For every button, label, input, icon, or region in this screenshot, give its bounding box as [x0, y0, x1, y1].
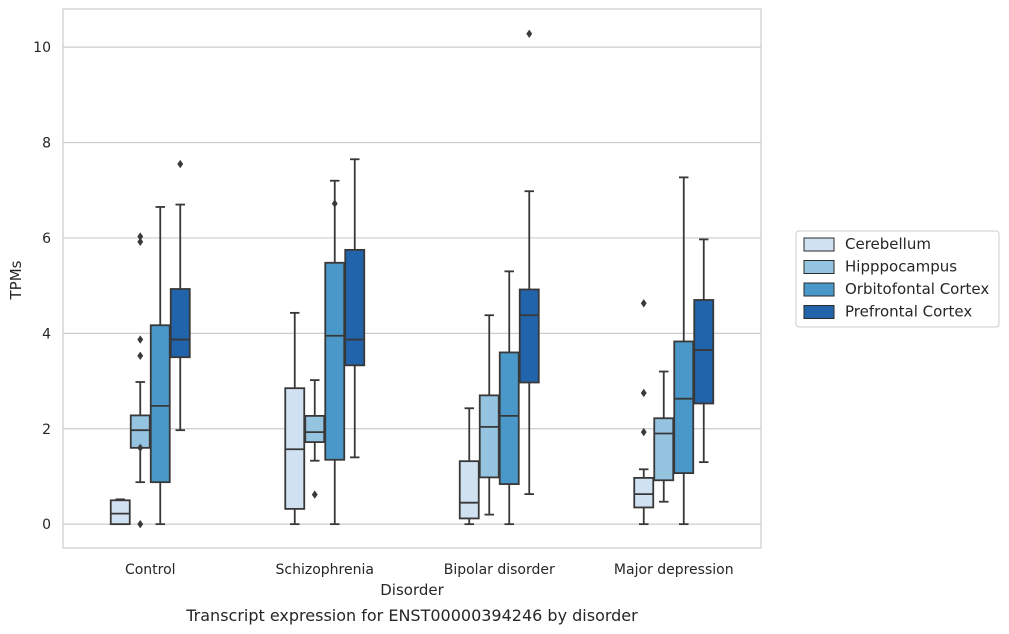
outlier-point — [640, 427, 647, 437]
outlier-point — [137, 237, 144, 246]
y-tick-labels: 0 2 4 6 8 10 — [33, 40, 51, 533]
box-iqr — [169, 288, 191, 359]
box-iqr — [518, 288, 540, 384]
box-hipppocampus — [129, 232, 151, 529]
x-tick-labels: Control Schizophrenia Bipolar disorder Majo… — [125, 562, 734, 578]
legend-swatch — [803, 237, 835, 252]
legend-label: Prefrontal Cortex — [845, 303, 972, 321]
box-hipppocampus — [304, 379, 326, 499]
outlier-point — [137, 335, 144, 344]
box-cerebellum — [284, 311, 306, 526]
box-orbitofontal-cortex — [673, 176, 695, 526]
box-iqr — [653, 417, 675, 482]
box-iqr — [633, 476, 655, 509]
box-iqr — [673, 340, 695, 475]
legend: Cerebellum Hipppocampus Orbitofontal Corte… — [795, 230, 1000, 328]
y-tick-label: 8 — [42, 136, 51, 152]
y-tick-label: 2 — [42, 422, 51, 438]
x-tick-label: Control — [125, 562, 176, 578]
box-hipppocampus — [653, 370, 675, 503]
outlier-point — [311, 490, 318, 499]
box-orbitofontal-cortex — [324, 179, 346, 526]
box-cerebellum — [633, 299, 655, 526]
box-orbitofontal-cortex — [498, 270, 520, 526]
legend-frame — [795, 230, 1000, 328]
box-prefrontal-cortex — [518, 29, 540, 496]
box-cerebellum — [109, 498, 131, 526]
box-iqr — [324, 261, 346, 461]
box-layer — [109, 29, 715, 529]
box-hipppocampus — [478, 314, 500, 516]
y-tick-label: 0 — [42, 517, 51, 533]
legend-label: Cerebellum — [845, 235, 931, 253]
box-iqr — [478, 394, 500, 479]
outlier-point — [137, 232, 144, 241]
x-tick-label: Bipolar disorder — [444, 562, 555, 578]
outlier-point — [137, 443, 144, 453]
outlier-point — [331, 199, 338, 208]
outlier-point — [177, 159, 184, 169]
legend-label: Hipppocampus — [845, 258, 957, 276]
y-axis-title: TPMs — [7, 260, 25, 300]
legend-swatch — [803, 282, 835, 297]
legend-swatch — [803, 260, 835, 274]
x-tick-label: Schizophrenia — [276, 562, 374, 578]
legend-swatch — [803, 305, 835, 319]
box-iqr — [129, 414, 151, 449]
plot-frame — [62, 8, 762, 549]
outlier-point — [640, 299, 647, 308]
box-orbitofontal-cortex — [149, 206, 171, 526]
legend-label: Orbitofontal Cortex — [845, 280, 989, 298]
box-prefrontal-cortex — [693, 238, 715, 464]
figure-caption: Transcript expression for ENST0000039424… — [186, 606, 638, 625]
y-tick-label: 10 — [33, 40, 51, 56]
box-cerebellum — [458, 407, 480, 526]
x-axis-title: Disorder — [380, 581, 444, 599]
box-iqr — [344, 248, 366, 367]
box-iqr — [304, 414, 326, 444]
box-prefrontal-cortex — [344, 158, 366, 459]
box-iqr — [693, 299, 715, 405]
y-tick-label: 6 — [42, 231, 51, 247]
box-prefrontal-cortex — [169, 159, 191, 432]
box-iqr — [149, 324, 171, 484]
y-tick-label: 4 — [42, 326, 51, 342]
box-iqr — [458, 460, 480, 520]
outlier-point — [526, 29, 533, 39]
outlier-point — [137, 351, 144, 360]
x-tick-label: Major depression — [614, 562, 734, 578]
box-iqr — [109, 499, 131, 526]
outlier-point — [640, 388, 647, 398]
outlier-point — [137, 519, 144, 529]
box-iqr — [498, 351, 520, 485]
